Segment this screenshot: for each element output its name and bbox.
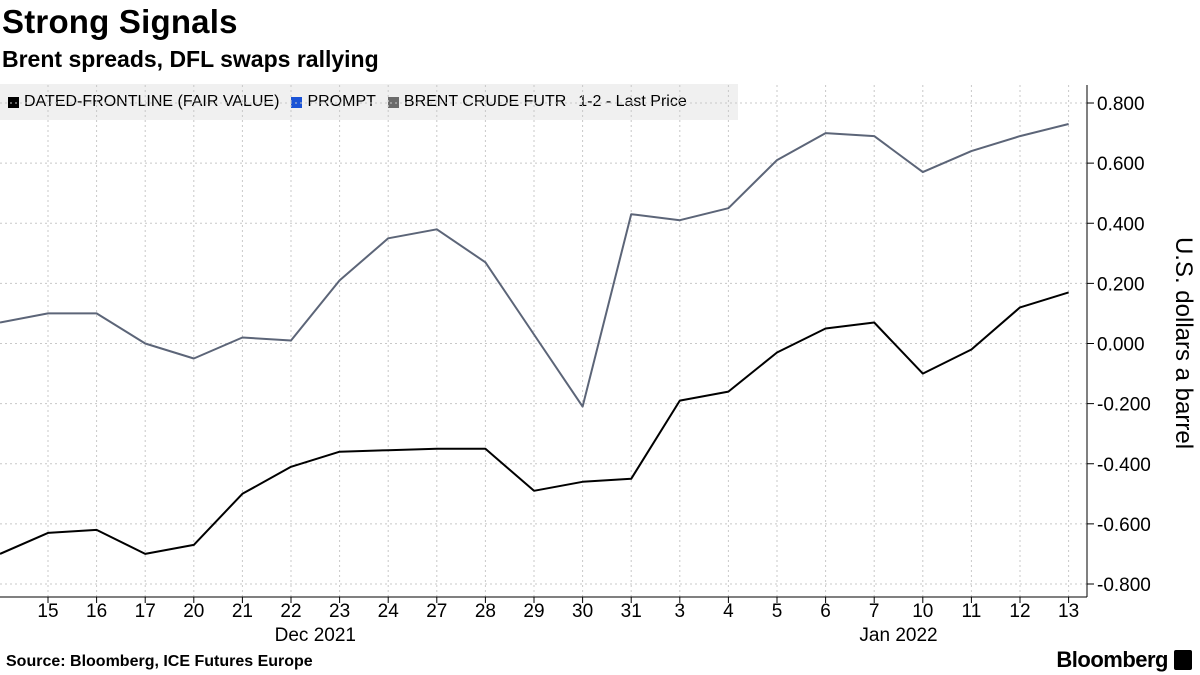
y-axis-title: U.S. dollars a barrel (1170, 237, 1197, 449)
x-tick-label: 16 (86, 601, 107, 622)
x-tick-label: 27 (426, 601, 447, 622)
x-tick-label: 24 (378, 601, 400, 622)
y-tick-label: -0.600 (1097, 515, 1151, 536)
y-tick-label: 0.000 (1097, 335, 1145, 356)
chart-subtitle: Brent spreads, DFL swaps rallying (2, 46, 379, 72)
legend-swatch-prompt (291, 96, 303, 108)
x-tick-label: 11 (962, 601, 982, 622)
y-tick-label: -0.400 (1097, 455, 1151, 476)
legend-label-dated-frontline: DATED-FRONTLINE (FAIR VALUE) (24, 93, 280, 110)
x-tick-label: 20 (183, 601, 204, 622)
x-tick-label: 4 (723, 601, 734, 622)
x-tick-label: 17 (135, 601, 156, 622)
x-tick-label: 3 (675, 601, 686, 622)
legend-item-last-price: 1-2 - Last Price (578, 93, 686, 111)
y-tick-label: 0.400 (1097, 214, 1145, 235)
x-month-label: Dec 2021 (275, 625, 356, 646)
x-tick-label: 6 (820, 601, 831, 622)
legend-item-dated-frontline: DATED-FRONTLINE (FAIR VALUE) (8, 93, 279, 111)
chart-title: Strong Signals (2, 3, 238, 40)
source-note: Source: Bloomberg, ICE Futures Europe (6, 653, 313, 670)
x-tick-label: 12 (1009, 601, 1030, 622)
x-month-label: Jan 2022 (859, 625, 937, 646)
bloomberg-chart-icon (1174, 650, 1192, 670)
y-tick-label: -0.800 (1097, 575, 1151, 596)
legend-swatch-brent (387, 96, 399, 108)
x-tick-label: 13 (1058, 601, 1079, 622)
x-tick-label: 15 (37, 601, 58, 622)
x-tick-label: 7 (869, 601, 880, 622)
legend-swatch-dated-frontline (8, 96, 19, 108)
legend-label-last-price: 1-2 - Last Price (578, 93, 687, 110)
y-tick-label: 0.800 (1097, 94, 1145, 115)
x-tick-label: 23 (329, 601, 350, 622)
y-tick-label: -0.200 (1097, 395, 1151, 416)
legend-label-prompt: PROMPT (307, 93, 376, 110)
x-tick-label: 5 (772, 601, 783, 622)
y-tick-label: 0.600 (1097, 154, 1145, 175)
x-tick-label: 21 (232, 601, 253, 622)
grid-layer (0, 85, 1087, 597)
x-tick-label: 29 (523, 601, 544, 622)
x-tick-label: 31 (621, 601, 642, 622)
bloomberg-logo-text: Bloomberg (1056, 647, 1168, 672)
y-tick-label: 0.200 (1097, 274, 1145, 295)
x-tick-label: 22 (280, 601, 301, 622)
x-tick-label: 30 (572, 601, 593, 622)
x-tick-label: 28 (475, 601, 496, 622)
x-tick-label: 10 (912, 601, 933, 622)
label-layer: 0.800 0.600 0.400 0.200 0.000 -0.200 -0.400 -0.… (37, 94, 1197, 646)
legend-item-prompt: PROMPT (291, 93, 376, 111)
axis-layer (0, 85, 1094, 603)
series-layer (0, 123, 1069, 555)
